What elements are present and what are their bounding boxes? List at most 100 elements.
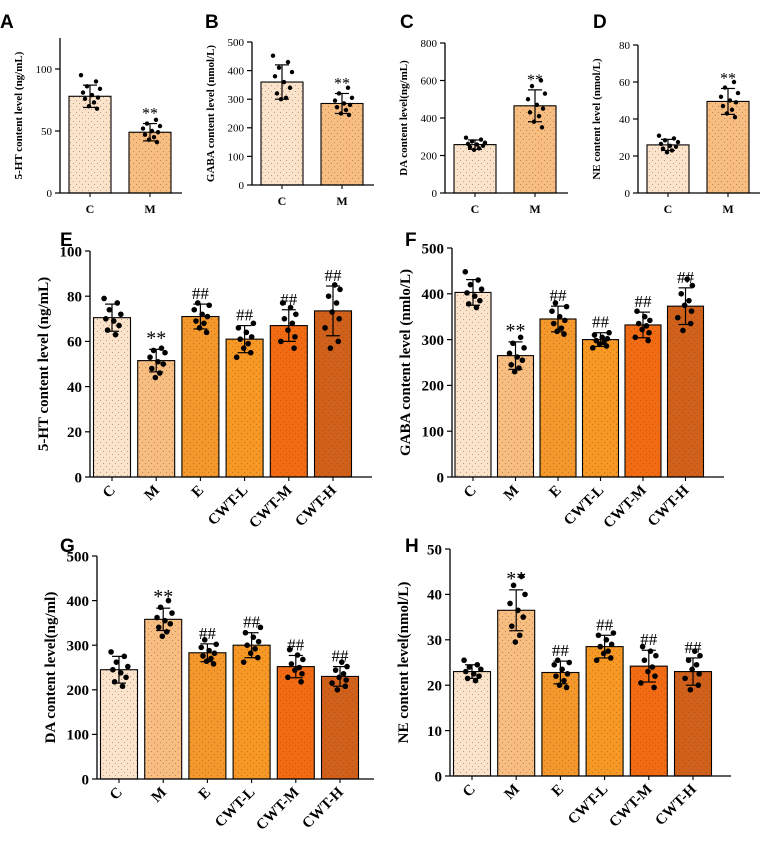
data-point: [643, 323, 650, 329]
data-point: [639, 326, 645, 333]
x-tick-label: CWT-L: [565, 782, 611, 828]
data-point: [287, 85, 293, 90]
y-tick-label: 40: [427, 588, 442, 604]
data-point: [338, 111, 344, 116]
data-point: [662, 138, 668, 143]
data-point: [467, 144, 473, 150]
y-tick-label: 80: [67, 289, 82, 305]
significance-mark: **: [153, 586, 173, 608]
data-point: [211, 650, 218, 657]
x-tick-label: C: [471, 202, 480, 216]
x-tick-label: CWT-M: [606, 782, 655, 831]
data-point: [286, 646, 293, 653]
data-point: [243, 329, 250, 336]
data-point: [516, 632, 523, 639]
bar-texture: [586, 646, 624, 776]
bar-texture: [541, 672, 579, 776]
data-point: [471, 147, 477, 153]
data-point: [600, 650, 607, 657]
data-point: [514, 354, 521, 360]
data-point: [647, 317, 653, 324]
y-tick-label: 30: [427, 633, 442, 649]
data-point: [478, 286, 485, 293]
data-point: [291, 345, 297, 351]
data-point: [278, 338, 284, 345]
data-point: [272, 74, 278, 79]
data-point: [257, 624, 264, 631]
data-point: [534, 102, 540, 108]
data-point: [686, 297, 692, 304]
data-point: [155, 358, 161, 365]
x-tick-label: C: [460, 782, 479, 801]
data-point: [340, 670, 347, 677]
x-tick-label: CWT-L: [205, 483, 251, 529]
significance-mark: **: [146, 327, 166, 349]
significance-mark: ##: [280, 290, 298, 309]
data-point: [641, 657, 648, 664]
data-point: [279, 300, 286, 306]
data-point: [531, 119, 537, 124]
data-point: [519, 357, 526, 364]
data-point: [336, 674, 342, 681]
data-point: [285, 327, 291, 333]
data-point: [155, 624, 162, 631]
data-point: [512, 639, 519, 645]
data-point: [254, 654, 261, 661]
panel-letter: D: [593, 12, 607, 33]
data-point: [160, 361, 167, 367]
data-point: [508, 623, 515, 629]
data-point: [336, 91, 342, 96]
data-point: [237, 336, 243, 342]
data-point: [693, 661, 700, 668]
y-tick-label: 400: [67, 594, 90, 610]
data-point: [113, 659, 120, 665]
data-point: [508, 361, 515, 368]
data-point: [556, 682, 563, 688]
data-point: [553, 673, 559, 679]
data-point: [660, 146, 666, 151]
data-point: [689, 282, 696, 289]
data-point: [480, 143, 486, 148]
data-point: [520, 614, 527, 620]
data-point: [552, 300, 559, 306]
significance-mark: ##: [287, 635, 305, 654]
x-tick-label: M: [529, 202, 540, 216]
data-point: [540, 106, 546, 111]
bar-texture: [582, 339, 619, 477]
data-point: [154, 139, 160, 145]
panel-b: B ** 0 100 200 300 400 500 C M GABA content level …: [205, 12, 374, 208]
data-point: [474, 142, 480, 147]
data-point: [285, 59, 291, 65]
data-point: [108, 649, 114, 655]
data-point: [518, 573, 525, 580]
bar-texture: [314, 310, 352, 477]
data-point: [300, 656, 306, 663]
bar-texture: [321, 676, 359, 779]
data-point: [150, 347, 157, 354]
data-point: [152, 374, 159, 381]
data-point: [201, 637, 208, 643]
y-tick-label: 300: [228, 94, 245, 106]
data-point: [461, 657, 467, 664]
y-tick-label: 50: [427, 542, 442, 558]
data-point: [101, 295, 107, 302]
data-point: [563, 684, 570, 691]
data-point: [103, 316, 109, 322]
data-point: [95, 95, 101, 100]
significance-mark: ##: [332, 647, 350, 666]
data-point: [645, 668, 651, 675]
data-point: [599, 334, 606, 341]
data-point: [522, 591, 528, 598]
bar-texture: [453, 671, 491, 776]
data-point: [281, 79, 287, 85]
data-point: [558, 325, 565, 331]
data-point: [296, 664, 303, 671]
data-point: [283, 95, 289, 100]
data-point: [591, 332, 598, 338]
data-point: [245, 340, 251, 347]
y-tick-label: 500: [228, 37, 245, 49]
bar-texture: [630, 666, 668, 776]
data-point: [554, 657, 561, 664]
data-point: [140, 126, 146, 131]
